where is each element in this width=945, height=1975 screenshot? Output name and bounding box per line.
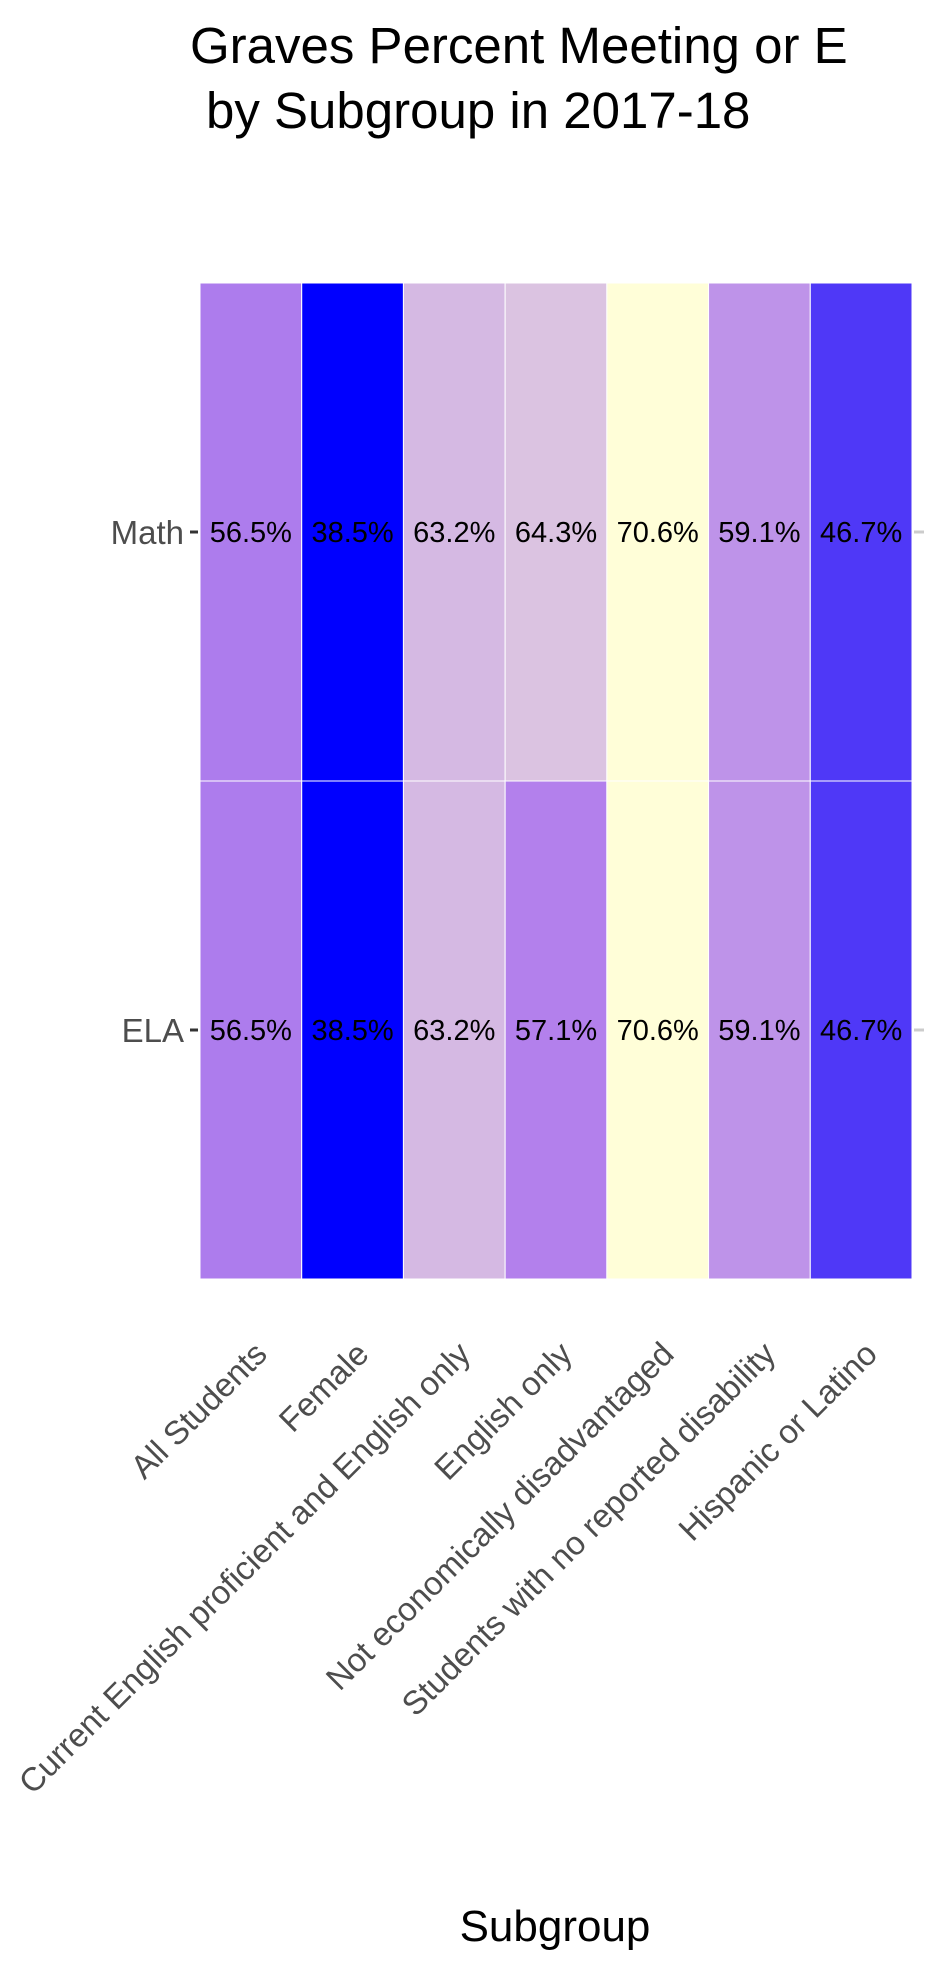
heatmap-cell xyxy=(402,282,506,782)
cell-value-label: 38.5% xyxy=(311,1015,393,1047)
x-axis-title: Subgroup xyxy=(460,1902,651,1951)
y-axis: Math ELA xyxy=(111,514,924,1049)
title-line-1: Graves Percent Meeting or E xyxy=(190,17,848,74)
heatmap-cell xyxy=(708,282,811,782)
cell-value-label: 56.5% xyxy=(210,1015,292,1047)
y-axis-tick-label: Math xyxy=(111,514,184,551)
cell-value-label: 59.1% xyxy=(718,1015,800,1047)
cell-value-label: 70.6% xyxy=(617,517,699,549)
heatmap-cell-labels: 56.5% 38.5% 63.2% 64.3% 70.6% 59.1% 46.7% 56.5%… xyxy=(210,517,903,1047)
x-axis-tick-label: Current English proficient and English o… xyxy=(11,1334,477,1800)
cell-value-label: 46.7% xyxy=(820,1015,902,1047)
cell-value-label: 63.2% xyxy=(413,517,495,549)
heatmap-cell xyxy=(504,282,608,782)
x-axis-tick-label: All Students xyxy=(123,1335,274,1486)
heatmap-cell xyxy=(199,780,303,1280)
x-axis-tick-label: Hispanic or Latino xyxy=(671,1335,884,1548)
x-axis-tick-label: Students with no reported disability xyxy=(394,1334,782,1722)
cell-value-label: 64.3% xyxy=(515,517,597,549)
y-axis-tick-label: ELA xyxy=(122,1012,184,1049)
heatmap-cell xyxy=(606,282,710,782)
heatmap-cell xyxy=(809,282,913,782)
cell-value-label: 57.1% xyxy=(515,1015,597,1047)
heatmap-cell xyxy=(301,780,404,1280)
heatmap-cells xyxy=(199,282,913,1280)
cell-value-label: 46.7% xyxy=(820,517,902,549)
heatmap-cell xyxy=(708,780,811,1280)
cell-value-label: 38.5% xyxy=(311,517,393,549)
cell-value-label: 63.2% xyxy=(413,1015,495,1047)
heatmap-cell xyxy=(199,282,303,782)
heatmap-cell xyxy=(809,780,913,1280)
chart-title: Graves Percent Meeting or E by Subgroup … xyxy=(190,17,848,139)
heatmap-cell xyxy=(606,780,710,1280)
x-axis-tick-label: Female xyxy=(272,1335,376,1439)
cell-value-label: 56.5% xyxy=(210,517,292,549)
title-line-2: by Subgroup in 2017-18 xyxy=(206,82,750,139)
heatmap-cell xyxy=(301,282,404,782)
cell-value-label: 70.6% xyxy=(617,1015,699,1047)
cell-value-label: 59.1% xyxy=(718,517,800,549)
heatmap-cell xyxy=(402,780,506,1280)
